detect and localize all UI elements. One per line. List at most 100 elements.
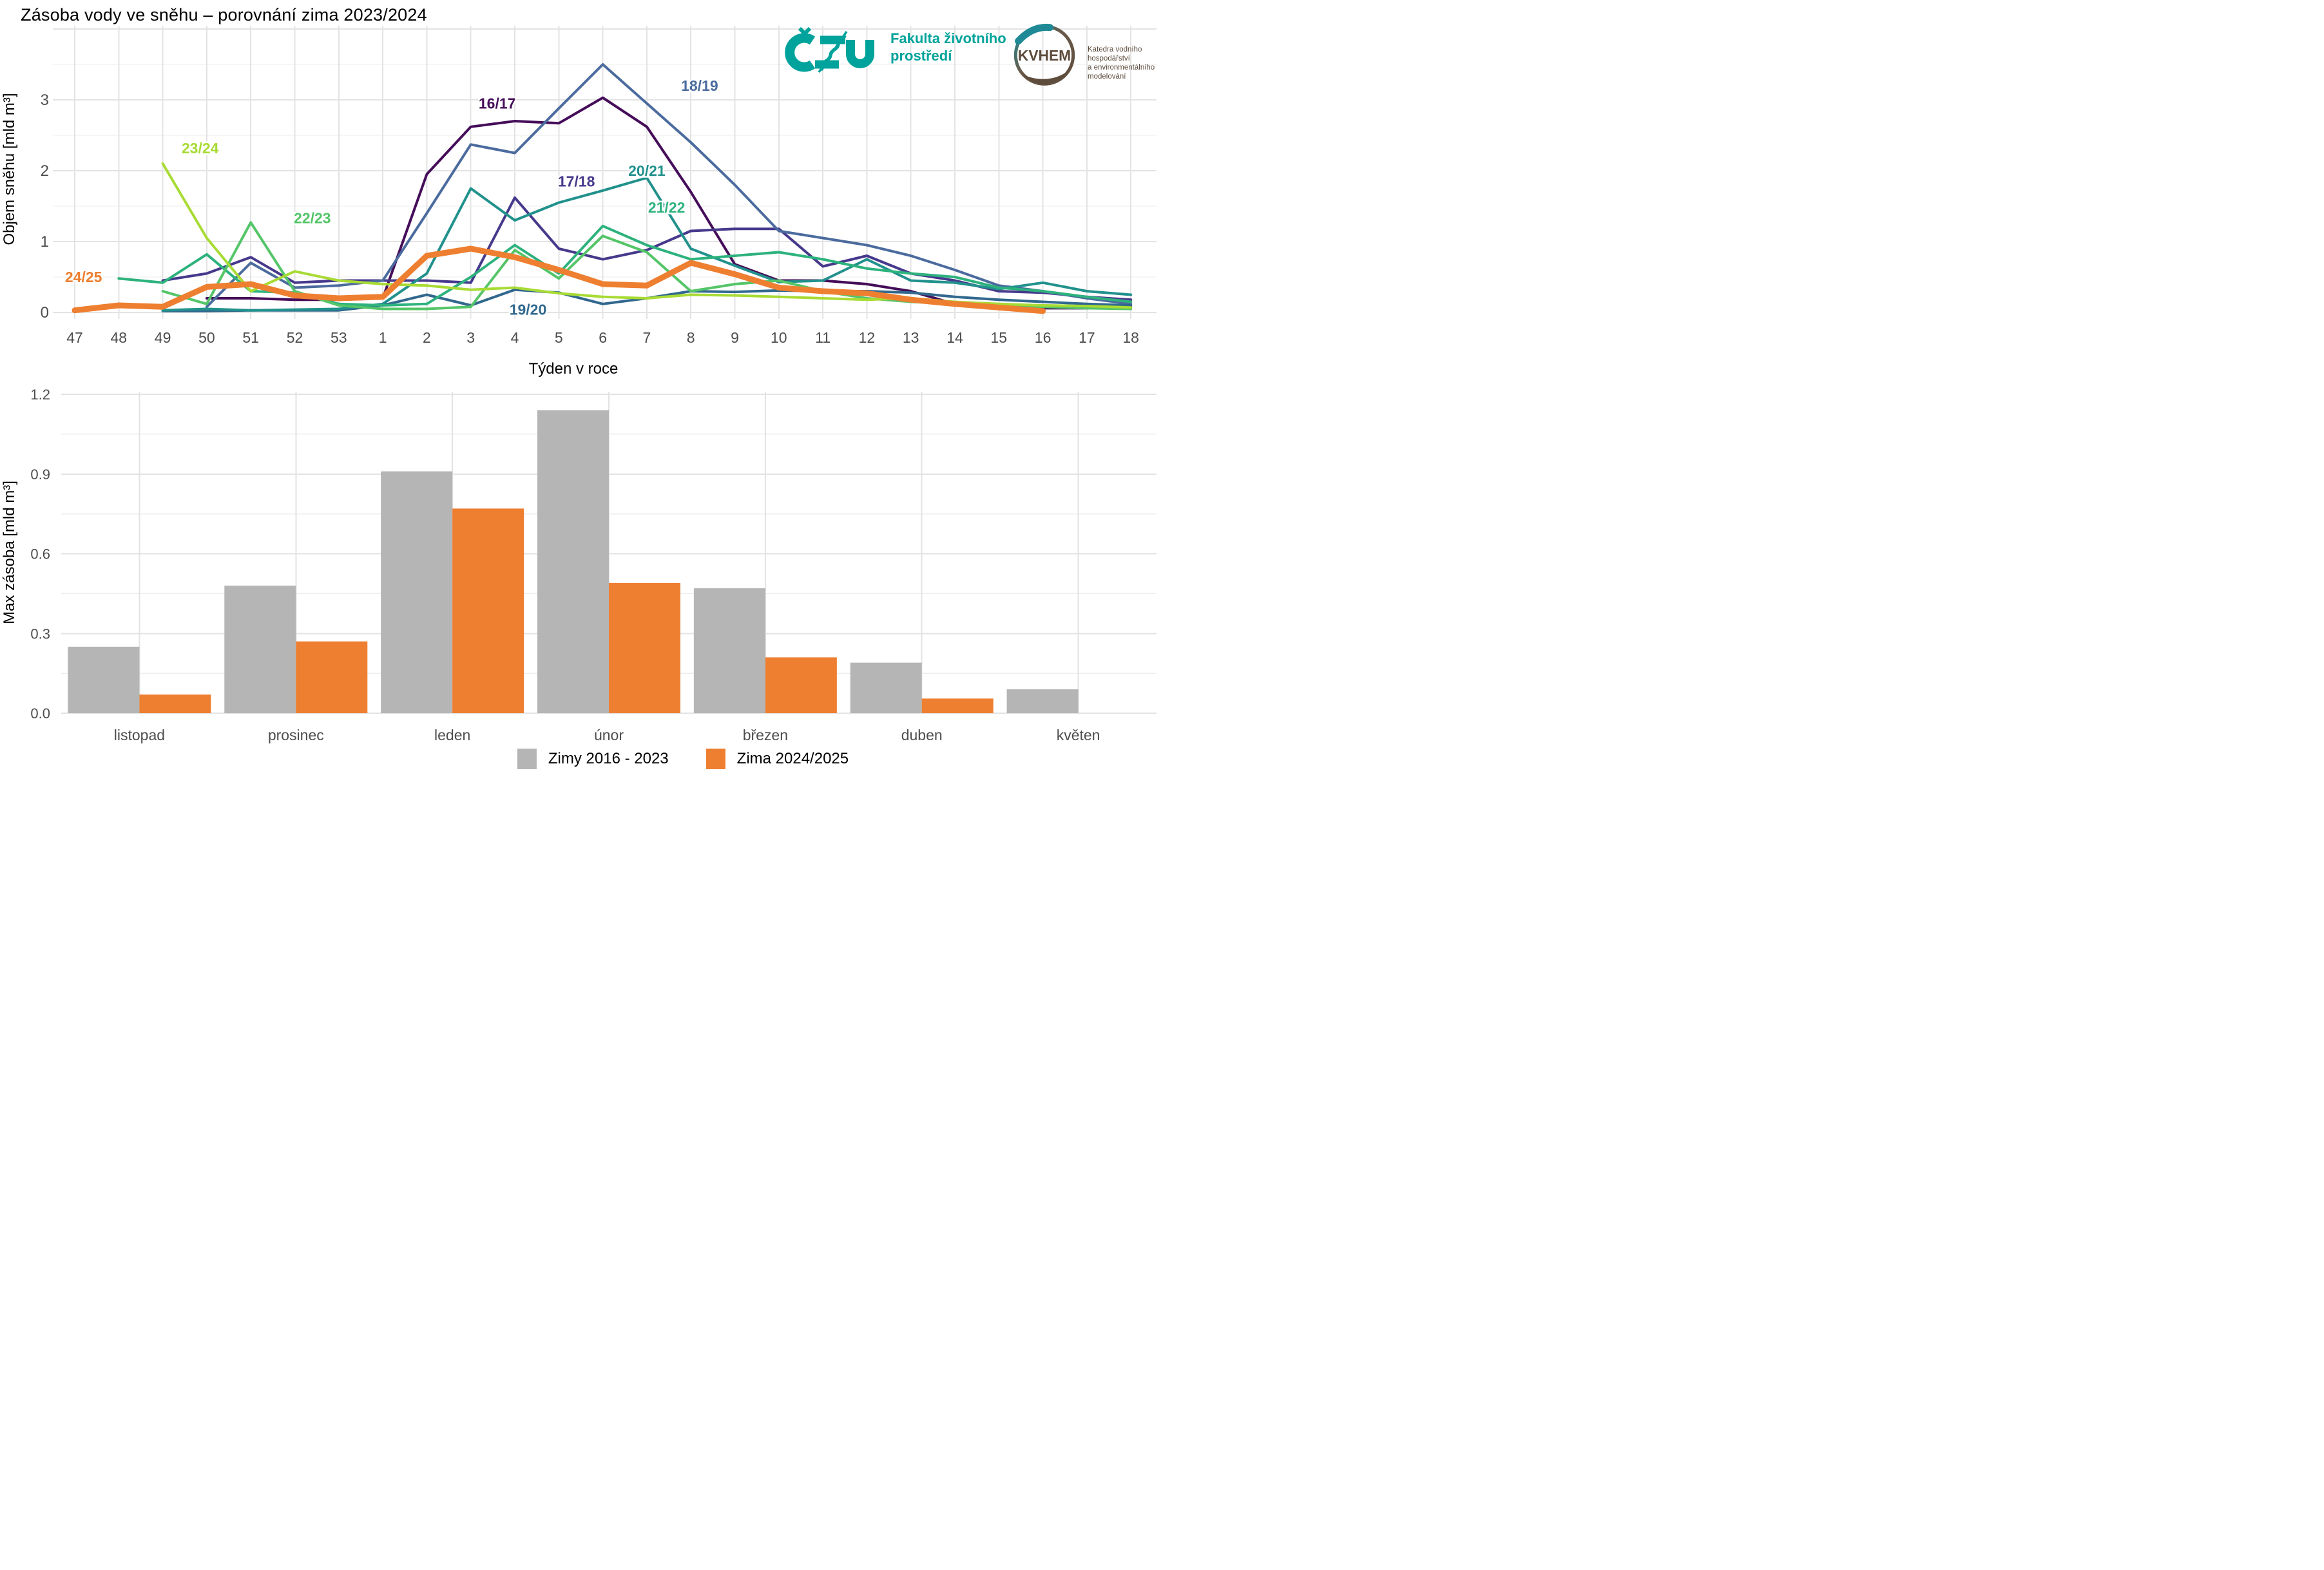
y-tick-label: 2 xyxy=(41,162,49,180)
logos-header: Fakulta životního prostředí KVHEM Katedr… xyxy=(0,0,1162,103)
wheat-leaf xyxy=(820,61,825,71)
bar-prosinec-zimy-2016-2023 xyxy=(224,586,296,713)
x-tick-label: 12 xyxy=(859,329,876,346)
x-tick-label: 15 xyxy=(991,329,1008,346)
x-tick-label: 1 xyxy=(379,329,387,346)
bar-duben-zimy-2016-2023 xyxy=(850,662,922,713)
x-tick-label: 5 xyxy=(555,329,563,346)
kvhem-logo: KVHEM xyxy=(1013,23,1075,86)
legend-item-zimy-2016-2023: Zimy 2016 - 2023 xyxy=(517,749,669,769)
x-tick-label: 6 xyxy=(599,329,607,346)
y-tick-label: 0.6 xyxy=(30,546,50,562)
wheat-leaf xyxy=(830,46,839,53)
wheat-leaf xyxy=(838,35,847,42)
bar-leden-zima-2024-2025 xyxy=(452,508,524,713)
x-tick-label: 51 xyxy=(242,329,259,346)
x-tick-label: 13 xyxy=(903,329,919,346)
series-line-20-21 xyxy=(161,177,1133,312)
line-x-tick-labels: 47 48 49 50 51 52 53 1 2 3 4 5 6 7 8 9 10 11 12 13 14 15 16 17 1… xyxy=(66,329,1139,346)
bar-duben-zima-2024-2025 xyxy=(921,698,994,713)
series-label-24-25: 24/25 xyxy=(65,269,102,285)
x-axis-title: Týden v roce xyxy=(529,360,619,378)
y-tick-label: 0 xyxy=(41,304,49,321)
line-series xyxy=(72,63,1133,314)
wheat-leaf xyxy=(822,57,831,64)
series-label-21-22: 21/22 xyxy=(648,199,686,216)
bar-březen-zima-2024-2025 xyxy=(765,657,837,713)
czu-letter-u xyxy=(846,40,874,68)
kvhem-swoosh xyxy=(1015,23,1053,45)
kvhem-caption: Katedra vodního hospodářství a environme… xyxy=(1088,45,1162,81)
series-label-19-20: 19/20 xyxy=(510,302,547,318)
month-label: březen xyxy=(743,727,788,743)
y-axis-title: Objem sněhu [mld m³] xyxy=(1,93,18,245)
x-tick-label: 9 xyxy=(731,329,739,346)
x-tick-label: 52 xyxy=(287,329,303,346)
month-label: únor xyxy=(594,727,624,743)
x-tick-label: 48 xyxy=(111,329,128,346)
legend-swatch-gray xyxy=(517,749,537,769)
x-tick-label: 7 xyxy=(643,329,651,346)
series-label-16-17: 16/17 xyxy=(479,95,516,112)
month-label: leden xyxy=(434,727,470,743)
czu-hacek xyxy=(798,27,812,37)
x-tick-label: 14 xyxy=(946,329,963,346)
x-tick-label: 3 xyxy=(466,329,475,346)
month-label: prosinec xyxy=(268,727,324,743)
czu-letter-c xyxy=(785,33,816,72)
bar-prosinec-zima-2024-2025 xyxy=(296,641,368,713)
x-tick-label: 17 xyxy=(1079,329,1095,346)
y-tick-label: 0.0 xyxy=(30,705,50,722)
x-tick-label: 50 xyxy=(198,329,215,346)
series-label-18-19: 18/19 xyxy=(681,77,718,94)
bar-květen-zimy-2016-2023 xyxy=(1006,689,1079,713)
x-tick-label: 49 xyxy=(155,329,171,346)
kvhem-caption-line1: Katedra vodního hospodářství xyxy=(1088,46,1142,62)
faculty-name: Fakulta životního prostředí xyxy=(890,30,1006,64)
bar-listopad-zima-2024-2025 xyxy=(139,694,211,713)
bar-y-tick-labels: 0.0 0.3 0.6 0.9 1.2 xyxy=(30,387,50,722)
x-tick-label: 8 xyxy=(687,329,695,346)
kvhem-leaf xyxy=(1021,71,1068,84)
month-label: listopad xyxy=(114,727,165,743)
series-line-21-22 xyxy=(117,224,1133,307)
x-tick-label: 47 xyxy=(66,329,83,346)
line-y-tick-labels: 0 1 2 3 xyxy=(41,91,49,321)
month-label: duben xyxy=(901,727,943,743)
kvhem-abbr: KVHEM xyxy=(1018,47,1071,64)
czu-wheat-leaves xyxy=(820,35,847,71)
line-series-labels: 16/17 17/18 18/19 19/20 20/21 21/22 22/23 23/24… xyxy=(63,76,720,320)
series-label-22-23: 22/23 xyxy=(294,210,331,227)
czu-logo xyxy=(785,27,874,73)
page: Zásoba vody ve sněhu – porovnání zima 20… xyxy=(0,0,1162,785)
legend-label: Zimy 2016 - 2023 xyxy=(548,750,669,767)
month-label: květen xyxy=(1057,727,1100,743)
bar-únor-zimy-2016-2023 xyxy=(537,410,609,713)
y-tick-label: 1 xyxy=(41,233,49,251)
x-tick-label: 11 xyxy=(815,329,831,346)
series-line-24-25 xyxy=(72,245,1046,314)
series-label-20-21: 20/21 xyxy=(628,162,666,179)
x-tick-label: 53 xyxy=(331,329,347,346)
czu-mark xyxy=(785,27,874,73)
x-tick-label: 18 xyxy=(1122,329,1139,346)
line-grid xyxy=(53,26,1157,319)
bar-listopad-zimy-2016-2023 xyxy=(68,646,140,713)
x-tick-label: 4 xyxy=(511,329,519,346)
chart-title: Zásoba vody ve sněhu – porovnání zima 20… xyxy=(21,5,427,24)
bar-series xyxy=(68,410,1079,713)
faculty-name-line1: Fakulta životního xyxy=(890,30,1006,46)
series-label-23-24: 23/24 xyxy=(182,140,219,157)
bar-únor-zima-2024-2025 xyxy=(609,582,680,713)
bar-chart: 0.0 0.3 0.6 0.9 1.2 listopad prosinec leden únor… xyxy=(1,387,1157,743)
y-tick-label: 1.2 xyxy=(30,387,50,403)
bar-x-tick-labels: listopad prosinec leden únor březen duben květ… xyxy=(114,727,1100,743)
kvhem-caption-line2: a environmentálního modelování xyxy=(1088,64,1155,81)
faculty-name-line2: prostředí xyxy=(890,48,952,64)
legend-item-zima-2024-2025: Zima 2024/2025 xyxy=(706,749,849,769)
y-axis-title: Max zásoba [mld m³] xyxy=(1,481,18,624)
bar-leden-zimy-2016-2023 xyxy=(381,471,453,713)
bar-legend: Zimy 2016 - 2023 Zima 2024/2025 xyxy=(517,749,849,769)
y-tick-label: 3 xyxy=(41,91,49,109)
